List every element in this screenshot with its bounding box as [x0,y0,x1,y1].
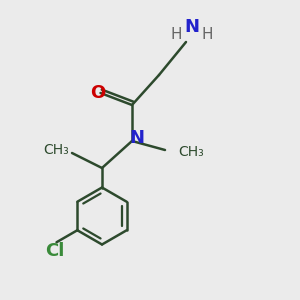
Text: CH₃: CH₃ [178,145,204,158]
Text: H: H [171,27,182,42]
Text: Cl: Cl [45,242,65,260]
Text: N: N [184,18,200,36]
Text: CH₃: CH₃ [43,143,69,157]
Text: O: O [90,84,105,102]
Text: H: H [202,27,213,42]
Text: N: N [129,129,144,147]
